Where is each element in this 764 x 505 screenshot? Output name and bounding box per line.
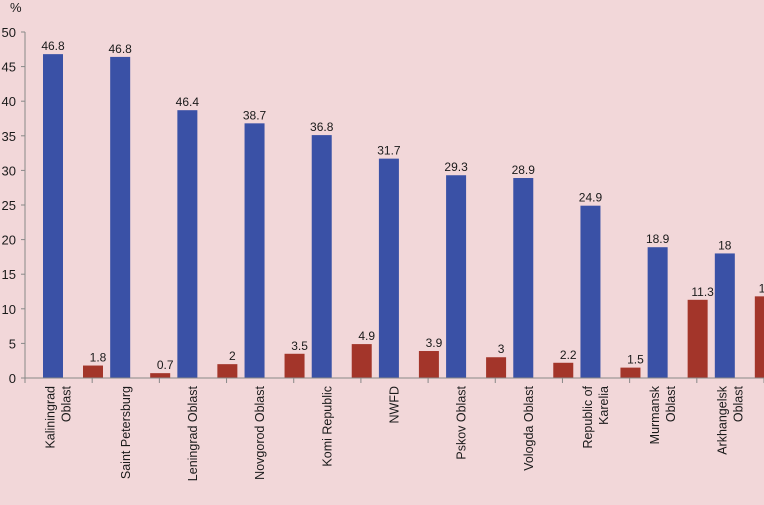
y-tick-label: 5: [9, 336, 16, 351]
category-label: Kaliningrad Oblast: [44, 385, 74, 448]
category-label: Komi Republic: [320, 386, 334, 467]
bar-series-2: [553, 362, 574, 378]
bar-series-2: [83, 365, 103, 378]
category-label-line: Saint Petersburg: [119, 386, 133, 479]
data-label: 2: [229, 349, 236, 363]
category-labels: Kaliningrad Oblast Saint Petersburg Leningr…: [44, 385, 746, 481]
category-label: NWFD: [388, 386, 402, 424]
data-label: 46.4: [176, 95, 200, 109]
y-tick-label: 50: [2, 25, 16, 40]
category-label-line: Oblast: [731, 385, 745, 422]
category-label: Arkhangelsk Oblast: [715, 385, 745, 455]
y-tick-label: 10: [2, 302, 16, 317]
data-label: 24.9: [579, 191, 603, 205]
category-label-line: Vologda Oblast: [522, 385, 536, 470]
category-label: Murmansk Oblast: [648, 385, 678, 444]
category-label: Republic of Karelia: [581, 385, 611, 448]
category-label-line: Republic of: [581, 385, 595, 448]
bar-series-2: [418, 351, 439, 378]
data-labels: 46.8 46.846.438.736.831.729.3 28.924.918.9…: [41, 39, 764, 372]
data-label: 46.8: [109, 42, 133, 56]
bar-series-2: [150, 373, 171, 378]
bar-series-1: [110, 56, 131, 379]
y-tick-label: 40: [2, 94, 16, 109]
category-label-line: Pskov Oblast: [455, 385, 469, 459]
y-tick-label: 45: [2, 60, 16, 75]
data-label: 18: [718, 238, 732, 252]
category-label-line: NWFD: [388, 386, 402, 424]
y-axis-unit-label: %: [10, 0, 22, 15]
data-label: 46.8: [41, 39, 65, 53]
data-label: 3.5: [291, 339, 308, 353]
y-tick-label: 20: [2, 233, 16, 248]
bar-series-1: [446, 175, 467, 378]
bar-series-1: [378, 158, 399, 378]
bar-series-1: [177, 110, 198, 379]
category-label-line: Kaliningrad: [44, 386, 58, 449]
data-label: 28.9: [512, 163, 536, 177]
category-label-line: Oblast: [60, 385, 74, 422]
category-label: Saint Petersburg: [119, 386, 133, 479]
bar-series-1: [244, 123, 265, 379]
y-tick-label: 15: [2, 267, 16, 282]
category-label: Novgorod Oblast: [253, 385, 267, 479]
category-label-line: Arkhangelsk: [715, 385, 729, 455]
bar-series-2: [620, 367, 641, 378]
data-label: 2.2: [560, 348, 577, 362]
data-label: 11.8: [759, 281, 764, 295]
bars: [43, 54, 764, 379]
data-label: 38.7: [243, 108, 267, 122]
bar-series-1: [311, 135, 332, 378]
bar-series-1: [513, 178, 534, 378]
category-label-line: Novgorod Oblast: [253, 385, 267, 479]
category-label: Pskov Oblast: [455, 385, 469, 459]
y-tick-label: 0: [9, 371, 16, 386]
y-tick-label: 25: [2, 198, 16, 213]
category-label-line: Karelia: [597, 386, 611, 425]
data-label: 0.7: [157, 358, 174, 372]
bar-series-1: [580, 205, 601, 378]
data-label: 4.9: [358, 329, 375, 343]
bar-series-2: [754, 296, 764, 378]
data-label: 29.3: [444, 160, 468, 174]
data-label: 18.9: [646, 232, 670, 246]
bar-series-2: [351, 344, 372, 378]
category-label-line: Leningrad Oblast: [186, 385, 200, 481]
category-label: Vologda Oblast: [522, 385, 536, 470]
data-label: 1.8: [90, 351, 107, 365]
bar-series-1: [43, 54, 63, 378]
data-label: 3.9: [426, 336, 443, 350]
category-label-line: Murmansk: [648, 385, 662, 444]
y-axis-ticks: 0 5 10 15 20 25 30 35 40 45 50: [2, 25, 764, 386]
bar-series-1: [647, 247, 668, 378]
y-tick-label: 35: [2, 129, 16, 144]
category-label-line: Komi Republic: [320, 386, 334, 467]
data-label: 3: [498, 342, 505, 356]
y-tick-label: 30: [2, 163, 16, 178]
bar-series-2: [284, 353, 305, 378]
category-label-line: Oblast: [664, 385, 678, 422]
data-label: 31.7: [377, 144, 401, 158]
bar-series-2: [687, 299, 708, 378]
data-label: 1.5: [627, 353, 644, 367]
bar-series-2: [486, 357, 507, 378]
bar-series-2: [217, 364, 238, 378]
bar-series-1: [714, 253, 735, 378]
data-label: 11.3: [691, 285, 714, 299]
data-label: 36.8: [310, 120, 334, 134]
category-label: Leningrad Oblast: [186, 385, 200, 481]
